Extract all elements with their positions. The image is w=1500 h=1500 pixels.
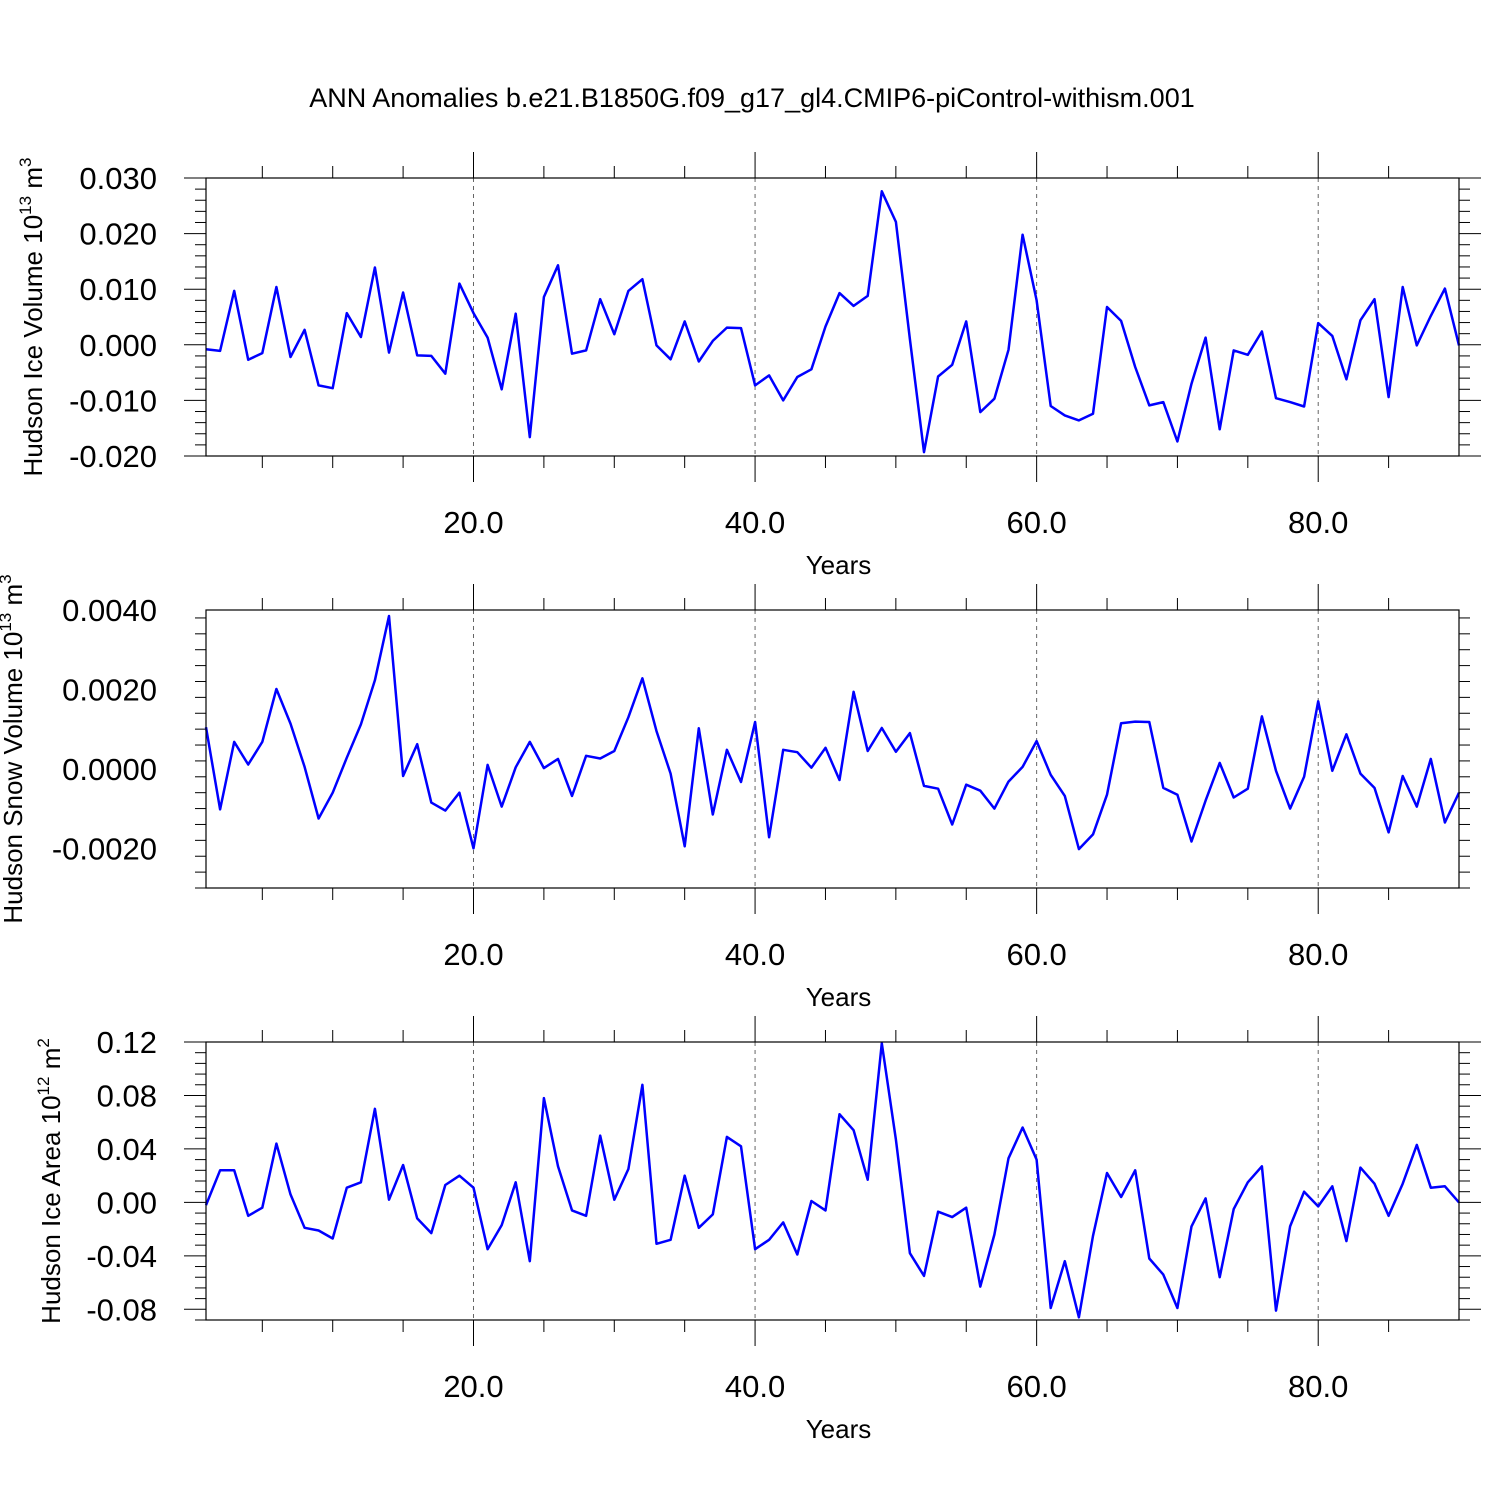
y-axis-label-exponent: 13	[16, 196, 35, 215]
panel-snow-volume: 20.0 40.0 60.0 80.0 -0.0020 0.0000 0.0020 0.004…	[0, 574, 1470, 1012]
y-axis-label: Hudson Ice Volume 1013 m3	[16, 158, 48, 477]
x-tick-label: 80.0	[1288, 505, 1348, 540]
y-tick-label: 0.010	[79, 272, 157, 307]
y-axis-label: Hudson Ice Area 1012 m2	[34, 1038, 66, 1324]
chart-title: ANN Anomalies b.e21.B1850G.f09_g17_gl4.C…	[309, 83, 1194, 113]
y-tick-label: -0.0020	[52, 831, 157, 866]
y-axis-label-exponent: 12	[34, 1077, 53, 1096]
plot-frame	[205, 609, 1460, 889]
y-axis-label-unit: m	[18, 167, 48, 196]
series-line	[205, 190, 1461, 454]
y-axis-label-exponent: 13	[0, 613, 15, 632]
y-axis-label-unit: m	[0, 584, 28, 613]
x-tick-label: 40.0	[725, 937, 785, 972]
y-axis-label: Hudson Snow Volume 1013 m3	[0, 574, 28, 923]
panel-ice-area: 20.0 40.0 60.0 80.0 -0.08 -0.04 0.00 0.04 0.08 0.…	[34, 1016, 1481, 1444]
y-axis-label-text: Hudson Ice Volume 10	[18, 215, 48, 477]
x-tick-label: 40.0	[725, 1369, 785, 1404]
x-tick-label: 80.0	[1288, 1369, 1348, 1404]
y-tick-label: 0.12	[97, 1025, 157, 1060]
y-tick-label: -0.020	[69, 439, 157, 474]
y-tick-label: 0.000	[79, 328, 157, 363]
y-tick-label: 0.0040	[62, 593, 157, 628]
y-tick-label: 0.030	[79, 161, 157, 196]
y-tick-label: 0.0020	[62, 672, 157, 707]
y-tick-label: 0.0000	[62, 752, 157, 787]
x-tick-label: 60.0	[1006, 505, 1066, 540]
y-axis-label-unit: m	[36, 1048, 66, 1077]
y-axis-label-unit-exponent: 2	[34, 1038, 53, 1047]
plot-frame	[205, 1041, 1460, 1321]
y-axis-label-unit-exponent: 3	[0, 574, 15, 583]
y-tick-label: 0.04	[97, 1132, 157, 1167]
y-tick-label: -0.08	[86, 1292, 157, 1327]
y-axis-label-text: Hudson Ice Area 10	[36, 1095, 66, 1323]
y-tick-label: 0.020	[79, 217, 157, 252]
x-tick-label: 20.0	[443, 1369, 503, 1404]
series-line	[204, 614, 1461, 851]
y-tick-label: -0.04	[86, 1239, 157, 1274]
y-tick-label: 0.08	[97, 1078, 157, 1113]
x-axis-label: Years	[806, 1414, 872, 1444]
x-axis-label: Years	[806, 982, 872, 1012]
y-tick-label: -0.010	[69, 383, 157, 418]
y-axis-label-unit-exponent: 3	[16, 158, 35, 167]
x-tick-label: 60.0	[1006, 1369, 1066, 1404]
series-line	[204, 1042, 1460, 1319]
x-tick-label: 40.0	[725, 505, 785, 540]
x-axis-label: Years	[806, 550, 872, 580]
x-tick-label: 20.0	[443, 937, 503, 972]
y-tick-label: 0.00	[97, 1185, 157, 1220]
plot-frame	[205, 177, 1460, 457]
y-axis-label-text: Hudson Snow Volume 10	[0, 632, 28, 924]
x-tick-label: 20.0	[443, 505, 503, 540]
panel-ice-volume: 20.0 40.0 60.0 80.0 -0.020 -0.010 0.000 0.010 0.…	[16, 152, 1481, 580]
x-tick-label: 80.0	[1288, 937, 1348, 972]
x-tick-label: 60.0	[1006, 937, 1066, 972]
